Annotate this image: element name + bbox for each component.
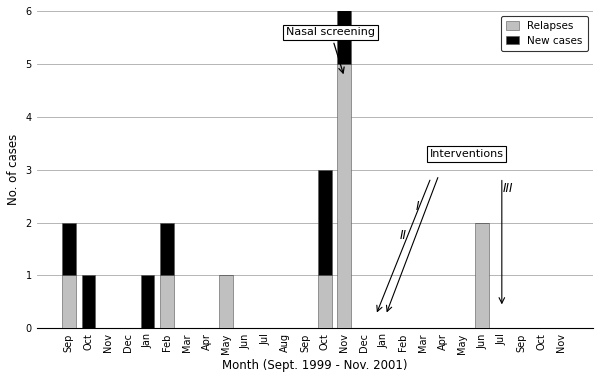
Bar [62,222,76,276]
X-axis label: Month (Sept. 1999 - Nov. 2001): Month (Sept. 1999 - Nov. 2001) [222,359,407,372]
Bar [140,276,154,328]
Bar [220,276,233,328]
Bar [318,276,332,328]
Bar [82,276,95,328]
Text: Nasal screening: Nasal screening [286,27,375,73]
Bar [318,170,332,276]
Bar [160,276,174,328]
Text: II: II [400,229,407,242]
Bar [475,222,489,328]
Bar [337,64,351,328]
Bar [62,276,76,328]
Bar [337,0,351,64]
Legend: Relapses, New cases: Relapses, New cases [501,16,588,51]
Text: I: I [415,200,419,213]
Y-axis label: No. of cases: No. of cases [7,134,20,205]
Text: Interventions: Interventions [430,149,503,159]
Text: III: III [502,182,513,195]
Bar [160,222,174,276]
